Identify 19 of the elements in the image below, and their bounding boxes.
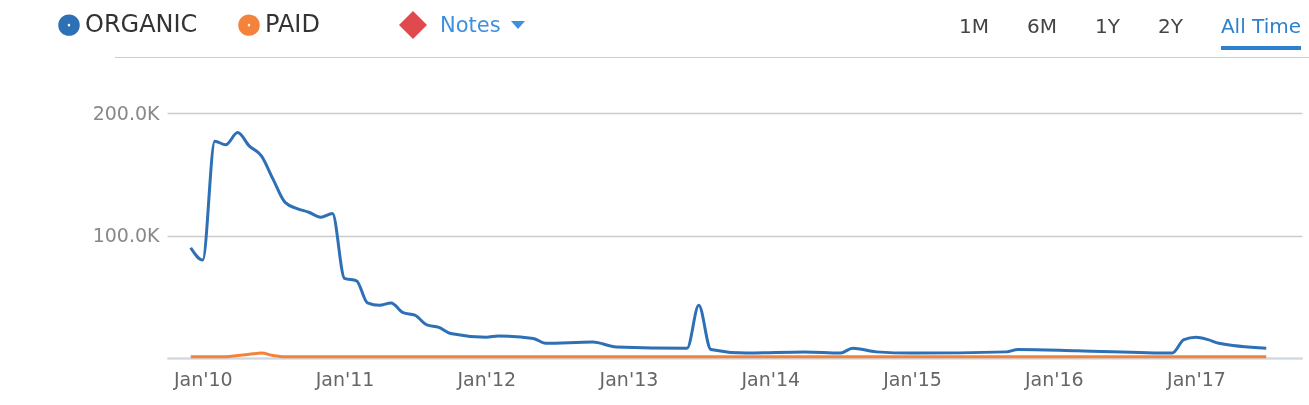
x-tick-label: Jan'16 — [1023, 367, 1084, 390]
x-tick-label: Jan'15 — [882, 367, 942, 390]
y-tick-label: 100.0K — [92, 224, 161, 246]
x-tick-label: Jan'12 — [456, 367, 517, 390]
text: All Time — [1220, 14, 1301, 50]
line-series — [189, 131, 1268, 355]
x-tick-label: Jan'10 — [172, 367, 233, 390]
y-tick-label: 200.0K — [92, 101, 161, 124]
text: 6M — [1027, 14, 1057, 40]
x-tick-label: Jan'14 — [740, 367, 801, 390]
text: 1Y — [1094, 14, 1120, 40]
text: 1M — [959, 14, 989, 40]
text: 2Y — [1157, 14, 1183, 40]
text: Notes — [440, 13, 501, 37]
legend-label: PAID — [265, 10, 320, 39]
x-tick-label: Jan'11 — [314, 367, 375, 390]
legend-label: ORGANIC — [85, 10, 198, 39]
x-tick-label: Jan'13 — [598, 367, 659, 390]
x-tick-label: Jan'17 — [1166, 367, 1226, 390]
